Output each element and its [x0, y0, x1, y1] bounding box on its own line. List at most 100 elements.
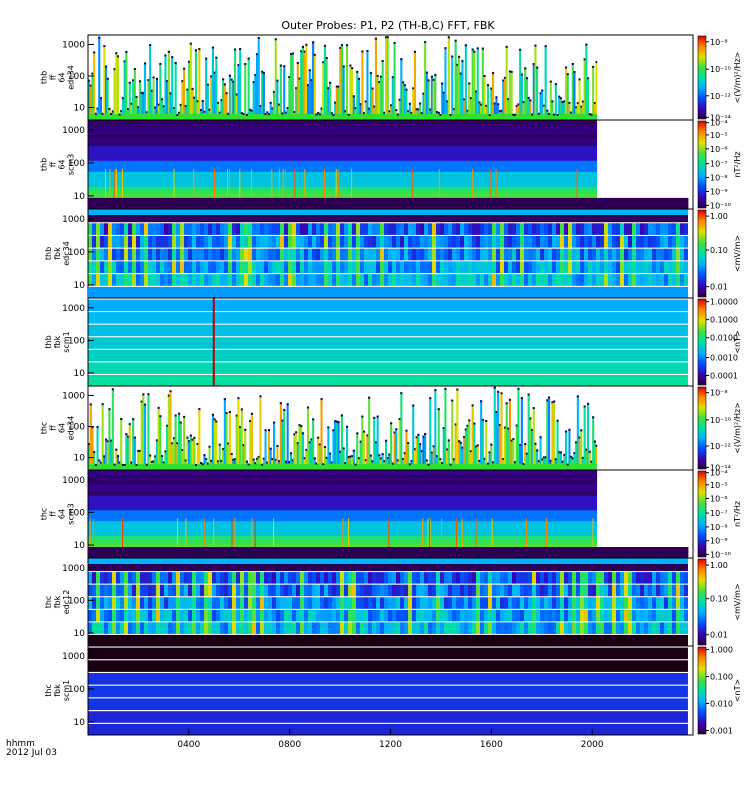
y-tick-label: 100 — [68, 423, 85, 433]
colorbar-tick-label: 10⁻⁷ — [710, 509, 728, 518]
colorbar-tick-label: 0.0100 — [710, 334, 738, 343]
colorbar-tick-label: 10⁻⁸ — [710, 523, 728, 532]
x-tick-label: 1600 — [480, 740, 503, 750]
panel-6: 10 100 1000 thc ff 64 scm3 10⁻⁴ 10⁻⁵ 10⁻⁶ 10⁻⁷ 10⁻⁸… — [40, 469, 743, 560]
spectrogram-image — [88, 386, 693, 470]
x-tick-label: 2000 — [581, 740, 604, 750]
colorbar-label: nT²/Hz — [733, 151, 742, 177]
panel-label-line: 64 — [58, 159, 67, 169]
panel-8: 10 100 1000 thc fbk scm1 1.000 0.100 0.010 0.001 <… — [44, 634, 742, 736]
colorbar-tick-label: 10⁻⁹ — [710, 188, 728, 197]
spectrogram-image — [88, 35, 693, 120]
colorbar-tick-label: 0.0001 — [710, 372, 738, 381]
colorbar-tick-label: 10⁻⁶ — [710, 145, 728, 154]
colorbar-label: <nT> — [733, 679, 742, 702]
colorbar: 10⁻⁴ 10⁻⁵ 10⁻⁶ 10⁻⁷ 10⁻⁸ 10⁻⁹ 10⁻¹⁰ nT²/Hz — [697, 469, 742, 559]
y-tick-label: 10 — [74, 541, 86, 551]
y-tick-label: 1000 — [62, 41, 85, 51]
colorbar-tick-label: 0.1000 — [710, 316, 738, 325]
y-tick-label: 10 — [74, 718, 86, 728]
colorbar-tick-label: 10⁻⁶ — [710, 495, 728, 504]
panel-label-line: edc34 — [67, 416, 76, 441]
panel-label-line: thb — [40, 158, 49, 171]
spectrogram-image — [88, 120, 693, 210]
y-tick-label: 100 — [68, 685, 85, 695]
colorbar-tick-label: 10⁻⁸ — [710, 38, 728, 47]
colorbar-tick-label: 10⁻¹² — [710, 442, 731, 451]
colorbar-tick-label: 10⁻¹⁰ — [710, 65, 731, 74]
colorbar-tick-label: 10⁻¹⁰ — [710, 550, 731, 559]
y-tick-label: 10 — [74, 281, 86, 291]
panel-label-line: 64 — [58, 72, 67, 82]
colorbar-tick-label: 10⁻¹² — [710, 92, 731, 101]
y-tick-label: 10 — [74, 104, 86, 114]
panel-label-line: fbk — [53, 595, 62, 608]
colorbar-tick-label: 10⁻¹⁰ — [710, 201, 731, 210]
panel-label-line: fbk — [53, 684, 62, 697]
y-tick-label: 1000 — [62, 304, 85, 314]
panel-label-line: edc34 — [62, 241, 71, 266]
y-tick-label: 1000 — [62, 215, 85, 225]
y-tick-label: 1000 — [62, 391, 85, 401]
y-tick-label: 100 — [68, 336, 85, 346]
panel-1: 10 100 1000 thb ff 64 edc34 10⁻⁸ 10⁻¹⁰ 10⁻¹² 10⁻¹⁴… — [40, 34, 742, 122]
x-axis-label: hhmm — [6, 739, 35, 749]
colorbar-tick-label: 10⁻⁸ — [710, 389, 728, 398]
y-tick-label: 1000 — [62, 476, 85, 486]
colorbar-label: <mV/m> — [733, 583, 742, 620]
colorbar: 1.00 0.10 0.01 <mV/m> — [697, 558, 742, 646]
colorbar-tick-label: 10⁻⁷ — [710, 160, 728, 169]
panel-label-line: ff — [49, 511, 58, 517]
colorbar-tick-label: 10⁻¹⁰ — [710, 416, 731, 425]
colorbar-tick-label: 0.01 — [710, 283, 728, 292]
colorbar: 1.000 0.100 0.010 0.001 <nT> — [697, 646, 742, 736]
colorbar-tick-label: 10⁻⁸ — [710, 174, 728, 183]
y-tick-label: 10 — [74, 369, 86, 379]
colorbar-tick-label: 10⁻⁵ — [710, 131, 728, 140]
spectrogram-image — [88, 634, 693, 736]
y-tick-label: 100 — [68, 159, 85, 169]
colorbar-tick-label: 10⁻⁹ — [710, 537, 728, 546]
colorbar-tick-label: 0.10 — [710, 246, 728, 255]
panel-label-line: fbk — [53, 247, 62, 260]
x-tick-label: 1200 — [379, 740, 402, 750]
y-tick-label: 10 — [74, 629, 86, 639]
y-tick-label: 1000 — [62, 126, 85, 136]
colorbar-label: <(V/m)²/Hz> — [733, 402, 742, 454]
x-tick-label: 0400 — [177, 740, 200, 750]
colorbar: 10⁻⁸ 10⁻¹⁰ 10⁻¹² 10⁻¹⁴<(V/m)²/Hz> — [697, 386, 742, 472]
colorbar: 10⁻⁸ 10⁻¹⁰ 10⁻¹² 10⁻¹⁴<(V/m)²/Hz> — [697, 35, 742, 122]
panel-label-line: ff — [49, 425, 58, 431]
panel-label-line: scm3 — [67, 154, 76, 175]
colorbar-tick-label: 0.0010 — [710, 354, 738, 363]
panel-label-line: edc12 — [62, 590, 71, 615]
panel-label-line: ff — [49, 74, 58, 80]
colorbar-tick-label: 1.00 — [710, 561, 728, 570]
y-tick-label: 100 — [68, 508, 85, 518]
panel-label-line: thb — [40, 71, 49, 84]
colorbar-tick-label: 0.01 — [710, 631, 728, 640]
panel-label-line: thb — [44, 335, 53, 348]
colorbar-tick-label: 1.0000 — [710, 298, 738, 307]
colorbar-tick-label: 10⁻⁴ — [710, 119, 728, 128]
colorbar-tick-label: 0.10 — [710, 595, 728, 604]
colorbar: 1.00 0.10 0.01 <mV/m> — [697, 209, 742, 298]
chart-title: Outer Probes: P1, P2 (TH-B,C) FFT, FBK — [281, 19, 495, 32]
panel-5: 10 100 1000 thc ff 64 edc34 10⁻⁸ 10⁻¹⁰ 10⁻¹² 10⁻¹⁴… — [40, 385, 742, 472]
panel-label-line: thc — [40, 508, 49, 521]
colorbar-label: nT²/Hz — [733, 501, 742, 527]
y-tick-label: 10 — [74, 192, 86, 202]
panel-label-line: scm3 — [67, 503, 76, 524]
panel-7: 10 100 1000 thc fbk edc12 1.00 0.10 0.01 <mV/m> — [44, 547, 742, 647]
panel-label-line: ff — [49, 161, 58, 167]
panel-label-line: fbk — [53, 335, 62, 348]
panel-label-line: thc — [40, 422, 49, 435]
y-tick-label: 1000 — [62, 652, 85, 662]
y-tick-label: 1000 — [62, 564, 85, 574]
panel-label-line: thc — [44, 684, 53, 697]
y-tick-label: 100 — [68, 72, 85, 82]
x-tick-label: 0800 — [278, 740, 301, 750]
spectrogram-image — [88, 197, 693, 299]
colorbar-tick-label: 0.001 — [710, 727, 733, 736]
